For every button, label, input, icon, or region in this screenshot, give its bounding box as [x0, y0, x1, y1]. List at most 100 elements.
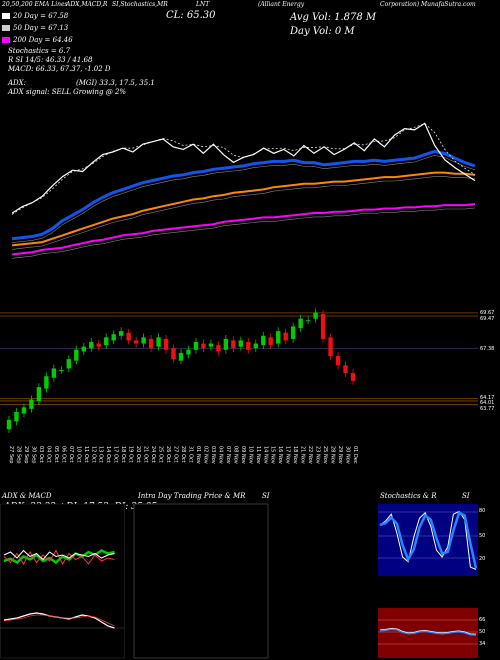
date-label: 27 Oct	[173, 446, 179, 463]
legend-adx-signal: ADX signal: SELL Growing @ 2%	[8, 88, 127, 96]
price-tick: 64.17	[480, 395, 495, 402]
candle	[268, 337, 273, 346]
adx-line-2	[3, 549, 115, 566]
avg-vol: Avg Vol: 1.878 M	[290, 12, 377, 23]
rsi-level-66: 66	[479, 617, 486, 623]
candle	[126, 332, 131, 341]
price-tick: 63.77	[480, 405, 495, 412]
rsi-level-34: 34	[479, 641, 486, 647]
candle	[111, 334, 116, 341]
date-label: 05 Oct	[53, 446, 59, 463]
candle	[216, 345, 221, 352]
candle	[253, 343, 258, 349]
date-label: 21 Oct	[143, 446, 149, 463]
candle	[178, 352, 184, 361]
legend-macd: MACD: 66.33, 67.37, -1.02 D	[8, 65, 111, 73]
swatch-ema200	[2, 37, 10, 43]
swatch-ema20	[2, 13, 10, 19]
main-chart: 27 Sep 28 Sep 29 Sep 30 Sep 03 Oct 04 Oct 05 O…	[0, 122, 478, 464]
ema-band-3	[12, 207, 476, 259]
date-label: 14 Oct	[105, 446, 111, 463]
header-si: SI,Stochastics,MR	[112, 1, 168, 8]
adx-panel-frame	[0, 503, 125, 659]
date-label: 06 Oct	[60, 446, 66, 463]
bottom-panels	[0, 503, 478, 659]
stoch-title: Stochastics & R	[380, 492, 437, 500]
candle	[163, 338, 169, 350]
candle	[261, 335, 266, 346]
adx-panel-title: ADX & MACD	[2, 492, 52, 500]
stoch-level-80: 80	[479, 508, 486, 514]
candle	[246, 342, 251, 350]
legend-stoch: Stochastics = 6.7	[8, 47, 71, 55]
date-label: 04 Oct	[45, 446, 51, 463]
date-label: 18 Oct	[120, 446, 126, 463]
date-label: 02 Nov	[202, 446, 208, 464]
ema-line-1	[11, 149, 476, 241]
date-label: 13 Oct	[98, 446, 104, 463]
date-label: 01 Dec	[352, 446, 358, 464]
date-label: 03 Nov	[210, 446, 216, 464]
date-label: 11 Oct	[83, 446, 89, 463]
candle	[283, 332, 288, 341]
swatch-ema50	[2, 25, 10, 31]
day-vol: Day Vol: 0 M	[290, 26, 355, 37]
date-label: 25 Nov	[322, 446, 328, 464]
date-label: 24 Oct	[150, 446, 156, 463]
price-tick: 69.67	[480, 309, 495, 316]
rsi-smooth-line	[379, 627, 477, 635]
date-label: 14 Nov	[262, 446, 268, 464]
date-label: 30 Nov	[345, 446, 351, 464]
date-label: 08 Nov	[232, 446, 238, 464]
header-ticker: LNT	[196, 1, 210, 8]
date-label: 28 Nov	[330, 446, 336, 464]
candle	[44, 376, 49, 389]
ema-band-2	[12, 176, 476, 250]
intraday-panel-frame	[133, 503, 269, 659]
candle	[231, 340, 236, 349]
candle	[171, 348, 176, 360]
candle	[66, 359, 72, 369]
date-label: 23 Nov	[315, 446, 321, 464]
candle	[156, 337, 161, 347]
candle	[320, 314, 326, 339]
date-label: 03 Oct	[38, 446, 44, 463]
date-label: 21 Nov	[300, 446, 306, 464]
rsi-level-50: 50	[479, 629, 486, 635]
header-adx: ADX,MACD,R	[66, 1, 108, 8]
candle	[298, 318, 303, 328]
date-label: 28 Oct	[180, 446, 186, 463]
price-tick: 64.01	[480, 399, 495, 406]
date-label: 09 Nov	[240, 446, 246, 464]
date-label: 29 Nov	[337, 446, 343, 464]
date-label: 26 Oct	[165, 446, 171, 463]
candle	[96, 343, 101, 347]
legend-rsi: R SI 14/5: 46.33 / 41.68	[8, 56, 93, 64]
price-line	[11, 122, 476, 214]
candle	[104, 337, 109, 346]
date-label: 12 Oct	[90, 446, 96, 463]
candle	[14, 412, 19, 422]
date-label: 10 Nov	[247, 446, 253, 464]
date-label: 19 Oct	[128, 446, 134, 463]
date-label: 28 Sep	[15, 446, 21, 463]
candle	[148, 338, 154, 349]
candle	[81, 346, 86, 352]
price-dotted-line	[11, 122, 476, 215]
candle	[118, 331, 124, 336]
candle	[238, 340, 244, 347]
candle	[89, 342, 94, 349]
candle	[186, 349, 191, 355]
stoch-si: SI	[462, 492, 470, 500]
stoch-d-line	[379, 511, 478, 569]
ema-band-1	[12, 154, 476, 243]
legend-adx-vals: (MGI) 33.3, 17.5, 35.1	[76, 79, 155, 87]
candle	[51, 368, 57, 378]
date-label: 22 Nov	[307, 446, 313, 464]
date-label: 29 Sep	[23, 446, 29, 463]
candle	[59, 370, 64, 371]
intraday-title: Intra Day Trading Price & MR	[138, 492, 246, 500]
price-tick: 69.47	[480, 316, 495, 323]
candle	[74, 349, 79, 361]
candle	[36, 387, 42, 402]
